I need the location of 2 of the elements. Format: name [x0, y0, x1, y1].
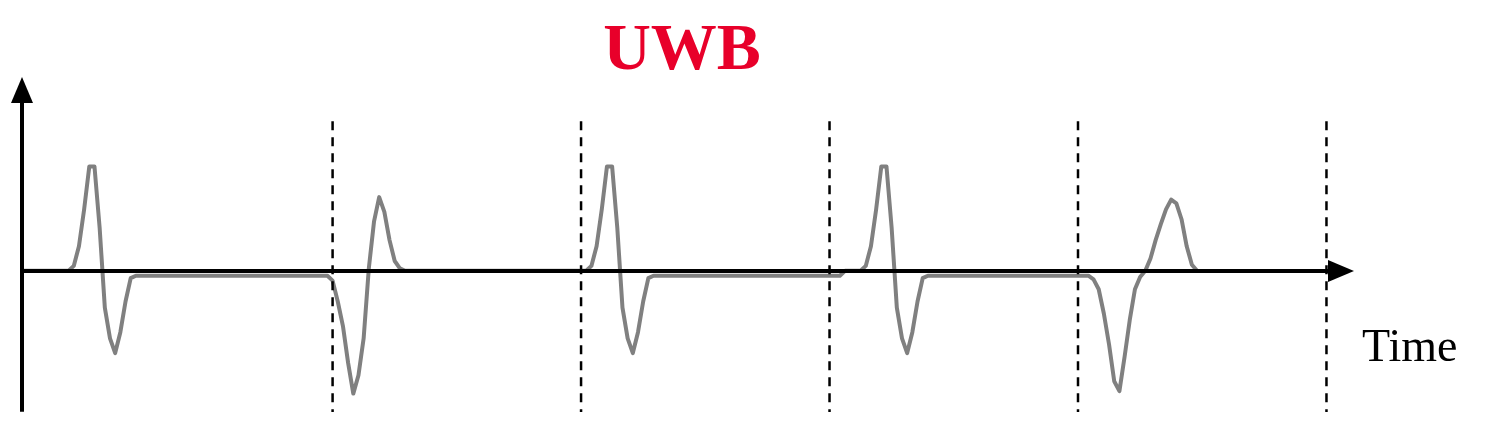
x-axis-title: Time — [1362, 319, 1458, 371]
chart-title: UWB — [603, 9, 761, 83]
